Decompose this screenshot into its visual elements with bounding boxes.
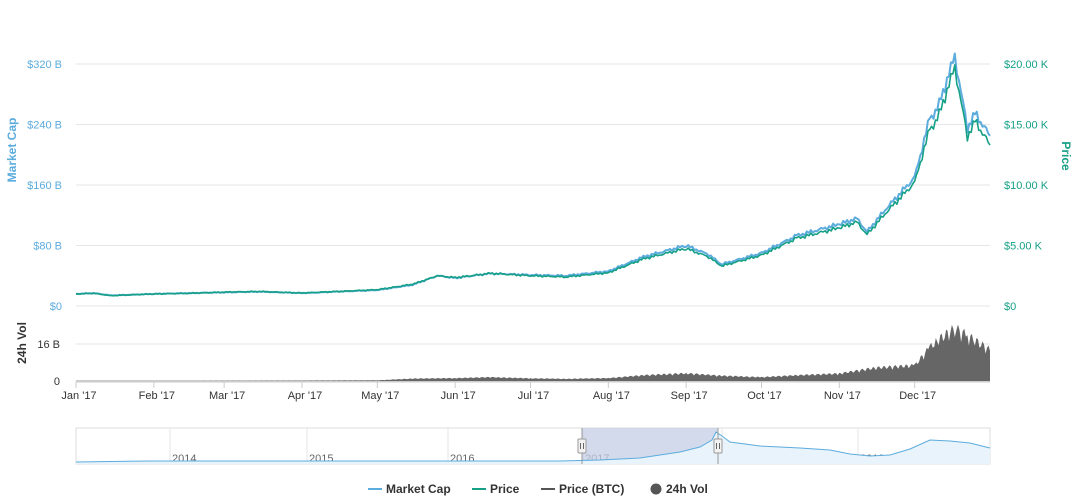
series-group bbox=[75, 52, 991, 297]
navigator-line bbox=[75, 431, 991, 463]
volume-tick-label: 0 bbox=[54, 376, 60, 388]
right-tick-label: $15.00 K bbox=[1004, 120, 1049, 132]
volume-axis-title: 24h Vol bbox=[15, 322, 29, 364]
x-tick-label: Aug '17 bbox=[593, 390, 630, 402]
left-axis-title: Market Cap bbox=[5, 118, 19, 183]
left-tick-label: $80 B bbox=[33, 241, 62, 253]
navigator-right-handle[interactable] bbox=[713, 428, 723, 464]
x-tick-label: Feb '17 bbox=[139, 390, 175, 402]
x-tick-label: Dec '17 bbox=[899, 390, 936, 402]
right-axis-title: Price bbox=[1059, 141, 1073, 171]
legend-item-24h-vol[interactable]: 24h Vol bbox=[650, 482, 708, 496]
legend-label: Price (BTC) bbox=[559, 482, 624, 496]
grid-lines bbox=[76, 63, 990, 307]
left-tick-label: $160 B bbox=[27, 180, 62, 192]
x-tick-label: Jan '17 bbox=[61, 390, 96, 402]
left-axis: $0 $80 B $160 B $240 B $320 B bbox=[27, 59, 62, 313]
price-line bbox=[75, 64, 991, 297]
legend-item-price[interactable]: Price bbox=[472, 482, 520, 496]
legend-circle-marker bbox=[650, 483, 662, 495]
right-tick-label: $10.00 K bbox=[1004, 180, 1049, 192]
left-tick-label: $320 B bbox=[27, 59, 62, 71]
legend-label: Market Cap bbox=[386, 482, 451, 496]
x-tick-label: Sep '17 bbox=[671, 390, 708, 402]
x-tick-label: Nov '17 bbox=[824, 390, 861, 402]
x-tick-label: Apr '17 bbox=[288, 390, 323, 402]
right-axis: $0 $5.00 K $10.00 K $15.00 K $20.00 K bbox=[1004, 59, 1049, 313]
market-cap-line bbox=[75, 52, 991, 297]
right-tick-label: $0 bbox=[1004, 301, 1016, 313]
x-tick-label: Jun '17 bbox=[441, 390, 476, 402]
x-tick-label: May '17 bbox=[361, 390, 399, 402]
right-tick-label: $20.00 K bbox=[1004, 59, 1049, 71]
left-tick-label: $240 B bbox=[27, 120, 62, 132]
volume-area bbox=[76, 324, 990, 381]
volume-pane: 0 16 B bbox=[37, 324, 990, 388]
navigator[interactable]: 201420152016201720182019 bbox=[75, 427, 991, 465]
legend-label: 24h Vol bbox=[666, 482, 708, 496]
x-tick-label: Mar '17 bbox=[209, 390, 245, 402]
legend-item-price-btc[interactable]: Price (BTC) bbox=[541, 482, 624, 496]
x-axis: Jan '17 Feb '17 Mar '17 Apr '17 May '17 Jun '… bbox=[61, 381, 990, 402]
x-tick-label: Jul '17 bbox=[518, 390, 549, 402]
x-tick-label: Oct '17 bbox=[747, 390, 782, 402]
right-tick-label: $5.00 K bbox=[1004, 241, 1043, 253]
left-tick-label: $0 bbox=[50, 301, 62, 313]
legend-item-market-cap[interactable]: Market Cap bbox=[368, 482, 451, 496]
navigator-left-handle[interactable] bbox=[577, 428, 587, 464]
volume-tick-label: 16 B bbox=[37, 339, 60, 351]
legend: Market Cap Price Price (BTC) 24h Vol bbox=[368, 482, 708, 496]
navigator-area bbox=[76, 432, 990, 464]
legend-label: Price bbox=[490, 482, 520, 496]
